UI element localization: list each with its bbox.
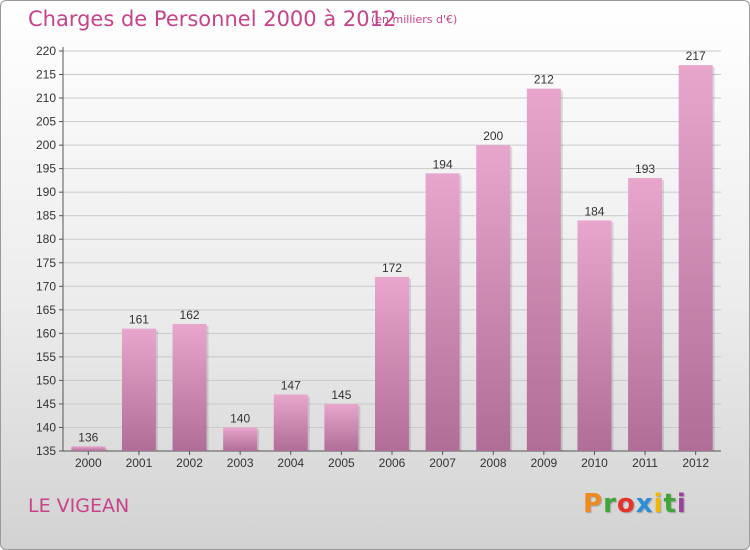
x-tick-label: 2006 [379,456,406,470]
y-tick-label: 195 [36,162,56,176]
y-tick-label: 220 [36,44,56,58]
y-tick-label: 140 [36,420,56,434]
x-tick-label: 2000 [75,456,102,470]
y-tick-label: 175 [36,256,56,270]
data-label: 147 [281,379,301,393]
x-tick-label: 2011 [632,456,658,470]
bar-2005 [324,403,359,451]
x-tick-label: 2003 [227,456,254,470]
data-labels: 136 161 162 140 147 145 172 194 200 212 184 193 217 [78,49,706,444]
data-label: 200 [483,129,503,143]
logo-letter: i [676,489,687,519]
data-label: 212 [534,73,554,87]
bar-2010 [577,220,612,451]
y-tick-label: 160 [36,326,56,340]
x-tick-label: 2005 [328,456,355,470]
data-label: 194 [433,157,453,171]
x-tick-label: 2002 [176,456,203,470]
bar-2012 [678,65,713,451]
data-label: 140 [230,411,250,425]
y-tick-label: 185 [36,209,56,223]
data-label: 184 [584,204,604,218]
bar-2011 [628,178,663,451]
x-tick-label: 2008 [480,456,507,470]
bar-2003 [223,427,258,451]
y-tick-label: 205 [36,115,56,129]
data-label: 161 [129,313,149,327]
x-tick-label: 2009 [530,456,557,470]
bar-2008 [476,145,511,451]
data-label: 145 [331,388,351,402]
y-tick-label: 145 [36,397,56,411]
y-tick-label: 165 [36,303,56,317]
logo-letter: x [635,489,654,519]
logo-letter: P [583,489,604,519]
data-label: 193 [635,162,655,176]
y-tick-label: 150 [36,373,56,387]
x-tick-label: 2012 [682,456,709,470]
bar-2006 [375,276,409,451]
x-tick-labels: 2000 2001 2002 2003 2004 2005 2006 2007 2008 2009… [75,456,709,470]
y-tick-label: 180 [36,232,56,246]
data-label: 162 [180,308,200,322]
data-label: 136 [78,430,98,444]
chart-subtitle: (en milliers d'€) [371,13,458,26]
y-tick-label: 210 [36,91,56,105]
y-tick-labels: 135 140 145 150 155 160 165 170 175 180 185 190 195 2… [36,44,56,458]
bar-2002 [172,323,207,451]
x-tick-label: 2007 [429,456,456,470]
logo-letter: o [616,489,636,519]
x-tick-label: 2001 [126,456,153,470]
logo-letter: r [603,489,617,519]
y-tick-label: 200 [36,138,56,152]
bar-2007 [425,173,460,451]
y-tick-label: 135 [36,444,56,458]
bars [71,65,715,451]
bar-2001 [121,328,156,451]
x-tick-label: 2004 [277,456,304,470]
y-tick-label: 190 [36,185,56,199]
logo-letter: t [663,489,677,519]
bar-2000 [71,446,106,451]
chart-title: Charges de Personnel 2000 à 2012 [28,7,397,31]
commune-name: LE VIGEAN [28,495,130,517]
y-tick-label: 215 [36,68,56,82]
y-tick-label: 170 [36,279,56,293]
bar-2009 [526,88,561,451]
logo-letter: i [653,489,664,519]
data-label: 217 [686,49,706,63]
x-tick-label: 2010 [581,456,608,470]
proxiti-logo: Proxiti [583,489,687,519]
y-tick-label: 155 [36,350,56,364]
data-label: 172 [382,261,402,275]
bar-2004 [273,394,308,451]
